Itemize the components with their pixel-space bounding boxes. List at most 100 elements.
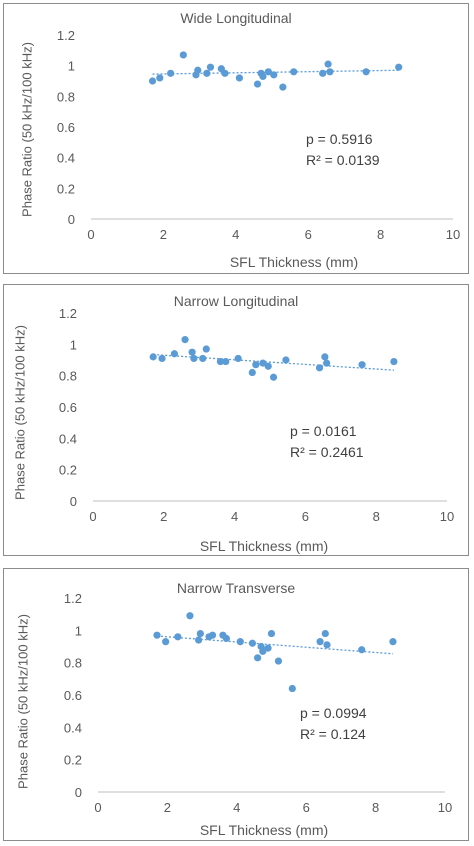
x-tick-label: 0 bbox=[94, 800, 101, 815]
data-point bbox=[324, 60, 332, 68]
data-point bbox=[264, 644, 272, 652]
data-point bbox=[358, 361, 366, 369]
data-point bbox=[269, 373, 278, 381]
y-tick-label: 1 bbox=[68, 59, 75, 74]
data-point bbox=[290, 68, 298, 76]
data-point bbox=[167, 69, 175, 77]
data-point bbox=[222, 634, 230, 643]
x-axis-label: SFL Thickness (mm) bbox=[199, 538, 329, 554]
data-point bbox=[248, 639, 257, 647]
x-tick-label: 2 bbox=[160, 509, 167, 524]
p-value-label: p = 0.5916 bbox=[306, 131, 373, 147]
x-tick-label: 0 bbox=[87, 227, 94, 242]
data-point bbox=[326, 68, 334, 76]
data-point bbox=[259, 72, 267, 80]
data-point bbox=[234, 354, 242, 363]
y-tick-label: 0 bbox=[75, 785, 82, 800]
x-tick-label: 6 bbox=[302, 509, 309, 524]
y-tick-label: 0.6 bbox=[57, 120, 75, 135]
data-point bbox=[321, 629, 329, 638]
data-point bbox=[194, 66, 202, 74]
x-axis-label: SFL Thickness (mm) bbox=[229, 254, 359, 270]
data-point bbox=[149, 353, 157, 361]
y-axis-label: Phase Ratio (50 kHz/100 kHz) bbox=[19, 42, 35, 217]
data-point bbox=[395, 63, 403, 71]
data-point bbox=[158, 354, 166, 363]
x-tick-label: 8 bbox=[372, 800, 379, 815]
data-point bbox=[316, 638, 324, 646]
data-point bbox=[190, 354, 198, 363]
data-point bbox=[259, 359, 267, 367]
x-tick-label: 6 bbox=[303, 800, 310, 815]
data-point bbox=[148, 77, 157, 85]
chart-panel-narrow-transverse: 0 0.2 0.4 0.6 0.8 1 1.2 0 2 4 6 8 10 Narrow Transver… bbox=[3, 568, 469, 841]
x-tick-label: 8 bbox=[377, 227, 384, 242]
y-tick-label: 0.2 bbox=[59, 463, 77, 478]
chart-plot-area: 0 0.2 0.4 0.6 0.8 1 1.2 0 2 4 6 8 10 bbox=[64, 591, 452, 815]
data-point bbox=[253, 80, 262, 88]
data-point bbox=[216, 357, 225, 366]
y-axis-label: Phase Ratio (50 kHz/100 kHz) bbox=[12, 325, 28, 500]
data-point bbox=[358, 646, 366, 654]
data-point bbox=[196, 629, 204, 638]
y-tick-label: 1 bbox=[70, 337, 77, 352]
y-tick-label: 0.2 bbox=[57, 181, 75, 196]
x-tick-label: 10 bbox=[440, 509, 454, 524]
y-tick-label: 1.2 bbox=[64, 591, 82, 606]
p-value-label: p = 0.0994 bbox=[300, 705, 367, 721]
data-point bbox=[235, 74, 244, 82]
x-tick-label: 10 bbox=[446, 227, 460, 242]
y-tick-label: 0.8 bbox=[57, 89, 75, 104]
y-tick-label: 0.6 bbox=[59, 400, 77, 415]
data-point bbox=[248, 368, 256, 377]
data-point bbox=[319, 69, 327, 77]
x-tick-label: 4 bbox=[231, 509, 238, 524]
y-tick-label: 0.6 bbox=[64, 688, 82, 703]
r-squared-label: R² = 0.0139 bbox=[306, 152, 380, 168]
data-point bbox=[274, 657, 283, 665]
data-point bbox=[199, 354, 207, 363]
x-tick-label: 6 bbox=[305, 227, 312, 242]
p-value-label: p = 0.0161 bbox=[290, 423, 357, 439]
data-point bbox=[174, 633, 182, 641]
data-point bbox=[181, 336, 189, 344]
data-point bbox=[323, 641, 331, 649]
y-tick-label: 1.2 bbox=[57, 28, 75, 43]
y-tick-label: 0.2 bbox=[64, 753, 82, 768]
chart-panel-narrow-longitudinal: 0 0.2 0.4 0.6 0.8 1 1.2 0 2 4 6 8 10 Narrow Longitud… bbox=[3, 284, 469, 556]
data-point bbox=[259, 647, 267, 655]
y-tick-label: 0 bbox=[70, 494, 77, 509]
data-point bbox=[208, 631, 217, 639]
y-tick-label: 0.4 bbox=[57, 151, 75, 166]
data-point bbox=[252, 361, 260, 369]
data-point bbox=[254, 654, 262, 662]
data-point bbox=[170, 350, 179, 358]
y-tick-label: 0.4 bbox=[59, 431, 77, 446]
data-point bbox=[206, 63, 215, 71]
chart-panel-wide-longitudinal: 0 0.2 0.4 0.6 0.8 1 1.2 0 2 4 6 8 10 Wide Longitudin… bbox=[3, 3, 469, 274]
trendline bbox=[153, 353, 394, 371]
y-tick-label: 0 bbox=[68, 212, 75, 227]
trendline bbox=[156, 635, 393, 655]
data-point bbox=[222, 357, 230, 366]
data-point bbox=[202, 345, 210, 353]
y-tick-label: 0.8 bbox=[59, 369, 77, 384]
x-tick-label: 4 bbox=[232, 227, 239, 242]
y-tick-label: 0.4 bbox=[64, 720, 82, 735]
data-point bbox=[153, 631, 161, 639]
x-tick-label: 2 bbox=[164, 800, 171, 815]
y-tick-label: 1 bbox=[75, 623, 82, 638]
r-squared-label: R² = 0.124 bbox=[300, 726, 366, 742]
y-tick-label: 1.2 bbox=[59, 306, 77, 321]
x-tick-label: 10 bbox=[438, 800, 452, 815]
x-tick-label: 0 bbox=[89, 509, 96, 524]
r-squared-label: R² = 0.2461 bbox=[290, 444, 364, 460]
y-axis-label: Phase Ratio (50 kHz/100 kHz) bbox=[15, 614, 31, 789]
chart-title: Wide Longitudinal bbox=[180, 10, 292, 26]
data-point bbox=[279, 83, 287, 91]
x-tick-label: 4 bbox=[233, 800, 240, 815]
chart-title: Narrow Longitudinal bbox=[173, 293, 299, 309]
data-point bbox=[156, 74, 164, 82]
data-point bbox=[186, 612, 194, 620]
data-point bbox=[362, 68, 370, 76]
